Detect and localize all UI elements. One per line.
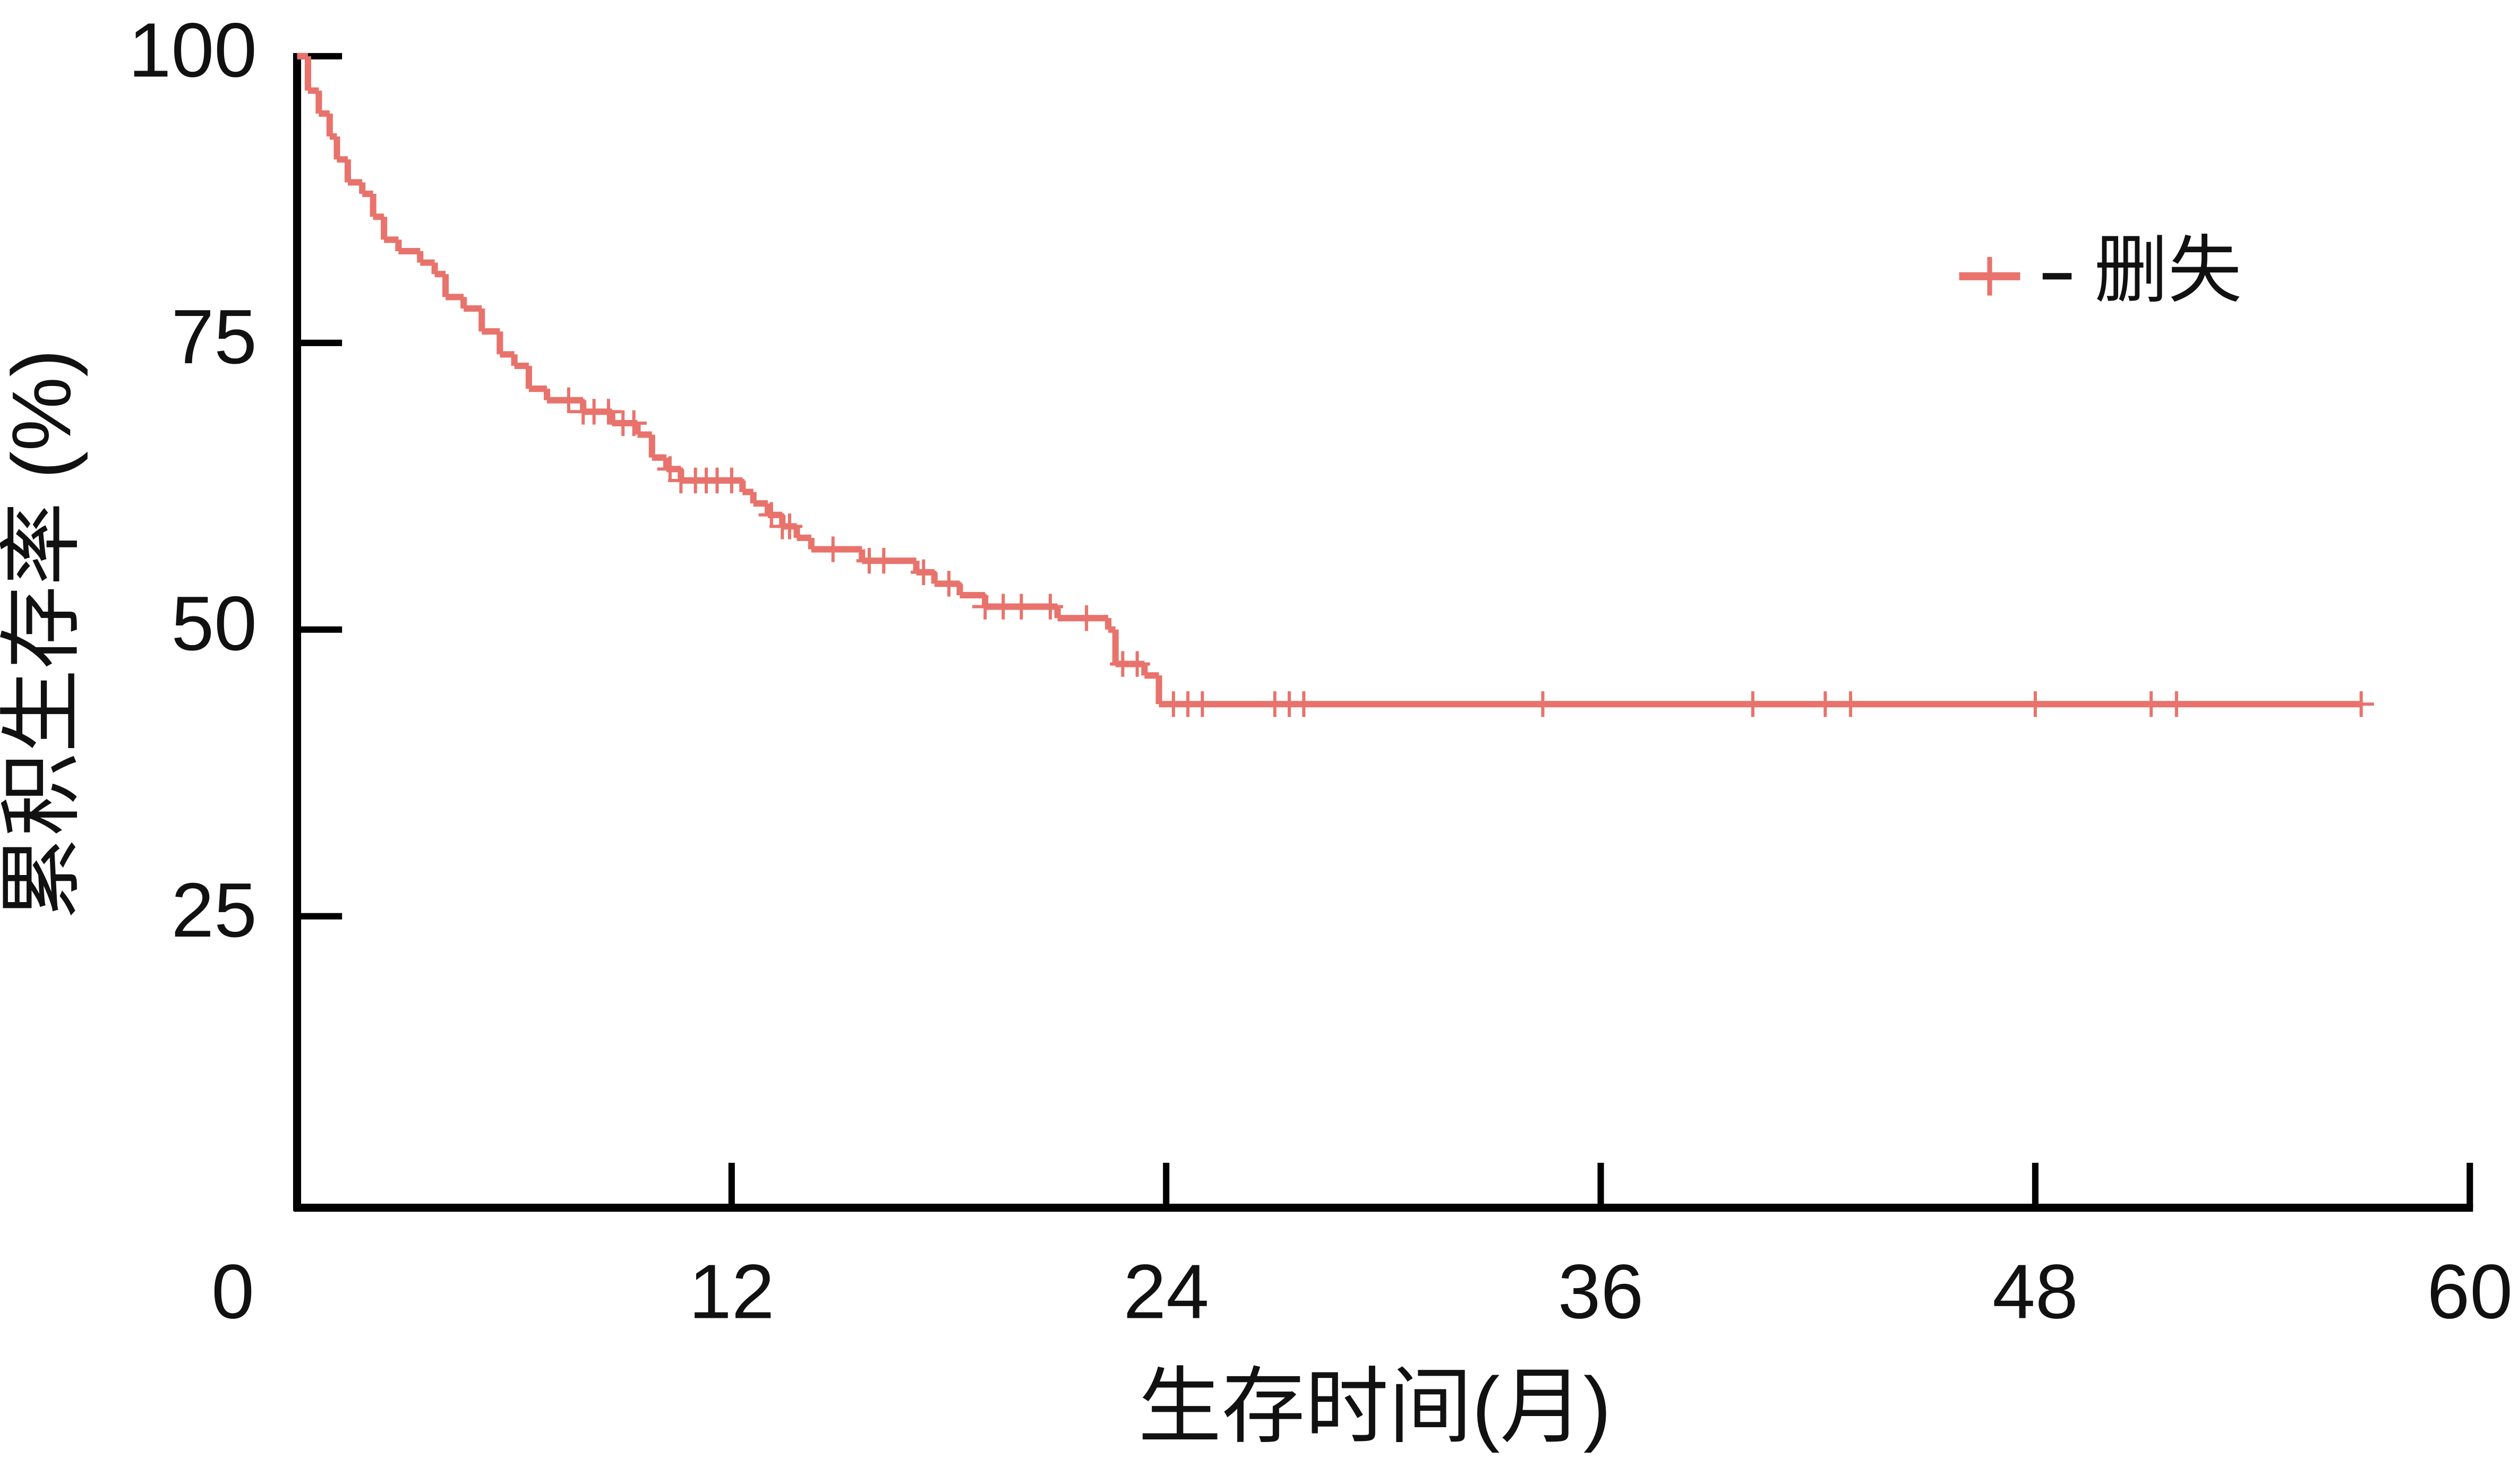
x-tick-label: 36 <box>1558 1248 1643 1334</box>
x-tick-label: 48 <box>1992 1248 2078 1334</box>
censor-mark <box>595 399 622 425</box>
censor-mark <box>1291 691 1317 717</box>
censor-mark <box>1837 691 1864 717</box>
censor-mark <box>1189 691 1215 717</box>
censor-mark <box>1124 651 1150 677</box>
censor-mark <box>820 536 846 562</box>
censor-mark <box>718 467 745 494</box>
censor-mark <box>758 502 785 528</box>
y-axis-label: 累积生存率 (%) <box>0 349 88 920</box>
censor-mark <box>936 571 962 597</box>
censor-mark <box>555 387 582 414</box>
x-tick-label: 24 <box>1123 1248 1209 1334</box>
x-tick-label: 0 <box>211 1248 254 1334</box>
x-tick-label: 60 <box>2427 1248 2513 1334</box>
y-tick-label: 50 <box>171 580 256 666</box>
censor-mark <box>2163 691 2190 717</box>
censor-mark <box>911 559 937 585</box>
censor-mark <box>871 547 897 574</box>
censor-mark <box>1008 594 1034 620</box>
censor-mark <box>1812 691 1838 717</box>
x-axis-label: 生存时间(月) <box>1138 1360 1611 1453</box>
censor-mark <box>1073 605 1100 631</box>
censor-mark <box>657 456 683 482</box>
censor-mark <box>621 410 647 436</box>
y-tick-label: 75 <box>171 294 256 380</box>
censor-mark <box>1530 691 1556 717</box>
legend-label: 删失 <box>2094 229 2242 312</box>
y-tick-label: 100 <box>129 7 257 93</box>
censor-mark <box>1037 594 1064 620</box>
censor-mark <box>1740 691 1766 717</box>
x-tick-label: 12 <box>689 1248 774 1334</box>
censor-mark <box>2348 691 2374 717</box>
censor-mark <box>2138 691 2164 717</box>
censor-mark <box>776 513 803 539</box>
censor-mark <box>2022 691 2049 717</box>
y-tick-label: 25 <box>171 867 256 953</box>
